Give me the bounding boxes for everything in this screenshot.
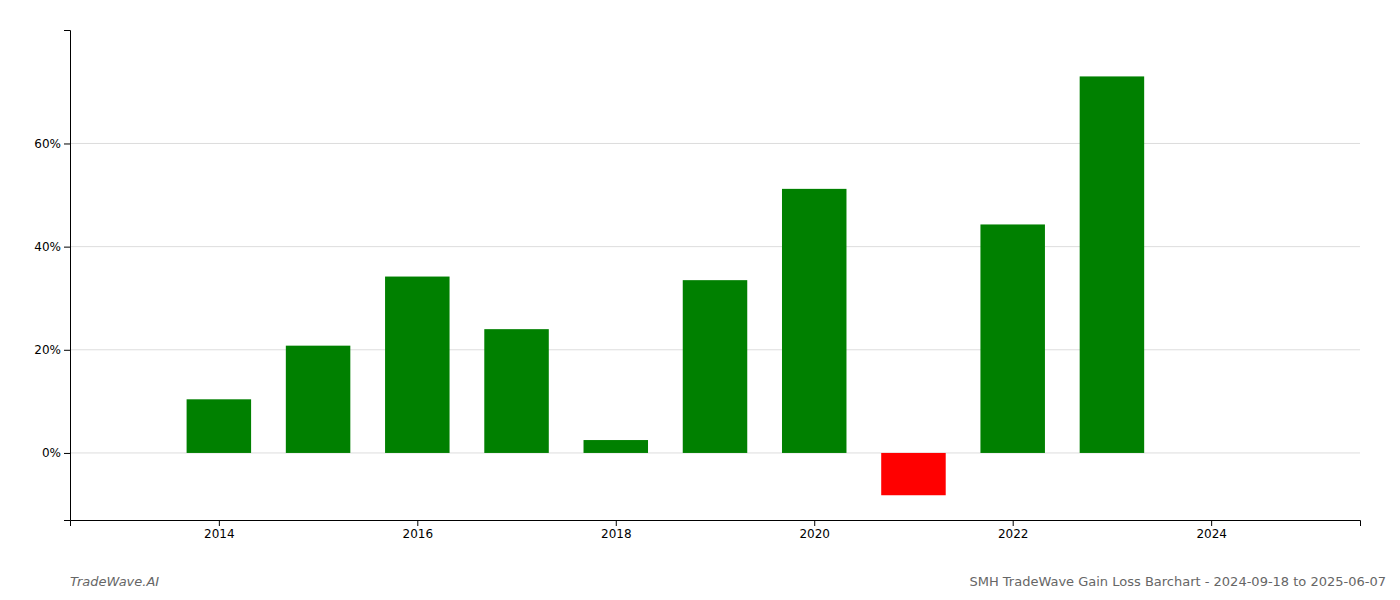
- x-tick: 2016: [403, 520, 434, 541]
- bar: [584, 440, 649, 453]
- y-tick-mark: [64, 350, 70, 351]
- chart-container: 0% 20% 40% 60% 2014 2016 2018 2020 2022 2024 Trade…: [0, 0, 1400, 600]
- x-tick-label: 2018: [601, 527, 632, 541]
- y-tick-label: 0%: [42, 446, 61, 460]
- bar: [683, 280, 748, 453]
- x-tick-mark: [1013, 520, 1014, 526]
- x-tick-label: 2014: [204, 527, 235, 541]
- bars: [187, 76, 1145, 495]
- x-tick: 2014: [204, 520, 235, 541]
- x-tick-mark: [417, 520, 418, 526]
- bar: [782, 189, 847, 453]
- x-tick: 2022: [998, 520, 1029, 541]
- y-tick: 40%: [34, 240, 70, 254]
- y-tick-mark: [64, 453, 70, 454]
- y-axis: 0% 20% 40% 60%: [34, 31, 70, 521]
- y-tick-label: 20%: [34, 343, 61, 357]
- grid: [70, 143, 1360, 452]
- y-axis-line: [64, 31, 71, 521]
- y-tick: 20%: [34, 343, 70, 357]
- grid-line: [70, 246, 1360, 247]
- y-tick-label: 60%: [34, 137, 61, 151]
- plot-area: 0% 20% 40% 60% 2014 2016 2018 2020 2022 2024: [34, 31, 1360, 541]
- y-tick-mark: [64, 143, 70, 144]
- x-axis-line: [71, 521, 1361, 527]
- x-axis: 2014 2016 2018 2020 2022 2024: [71, 520, 1361, 541]
- bar: [187, 399, 252, 453]
- y-tick-mark: [64, 247, 70, 248]
- bar: [1080, 76, 1145, 453]
- x-tick: 2020: [799, 520, 830, 541]
- bar: [286, 346, 351, 453]
- x-tick-mark: [814, 520, 815, 526]
- bar: [881, 453, 946, 495]
- x-tick-label: 2016: [403, 527, 434, 541]
- bar: [385, 277, 450, 453]
- y-tick-label: 40%: [34, 240, 61, 254]
- footer-right: SMH TradeWave Gain Loss Barchart - 2024-…: [969, 574, 1386, 589]
- y-tick: 60%: [34, 137, 70, 151]
- x-tick-mark: [616, 520, 617, 526]
- chart-svg: 0% 20% 40% 60% 2014 2016 2018 2020 2022 2024 Trade…: [0, 0, 1400, 600]
- y-tick: 0%: [42, 446, 70, 460]
- x-tick-label: 2020: [799, 527, 830, 541]
- x-tick-mark: [1211, 520, 1212, 526]
- footer-left: TradeWave.AI: [70, 574, 159, 589]
- x-tick: 2024: [1196, 520, 1227, 541]
- x-tick: 2018: [601, 520, 632, 541]
- grid-line: [70, 143, 1360, 144]
- x-tick-label: 2022: [998, 527, 1029, 541]
- bar: [484, 329, 549, 453]
- bar: [980, 224, 1045, 452]
- x-tick-label: 2024: [1196, 527, 1227, 541]
- x-tick-mark: [219, 520, 220, 526]
